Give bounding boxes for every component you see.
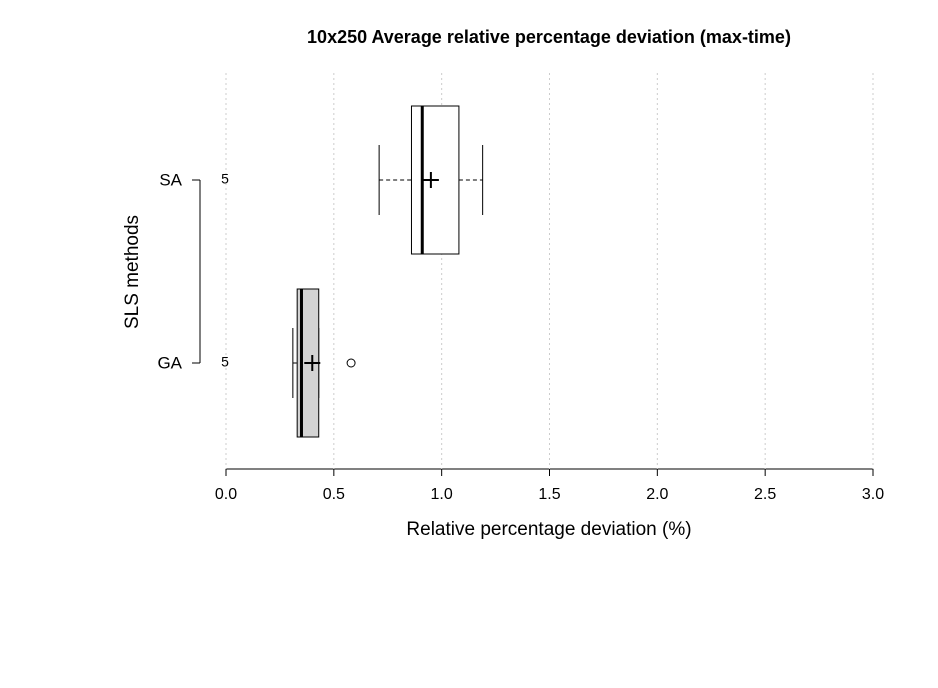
count-label: 5 — [221, 354, 229, 370]
count-label: 5 — [221, 171, 229, 187]
mean-marker — [304, 355, 321, 371]
chart-title: 10x250 Average relative percentage devia… — [307, 27, 791, 47]
x-tick-label: 1.0 — [431, 486, 453, 503]
y-tick-label: SA — [159, 170, 182, 189]
x-tick-label: 0.5 — [323, 486, 345, 503]
x-axis-label: Relative percentage deviation (%) — [406, 519, 691, 540]
x-tick-label: 2.0 — [646, 486, 668, 503]
y-axis-label: SLS methods — [122, 215, 143, 329]
x-tick-label: 0.0 — [215, 486, 237, 503]
y-tick-label: GA — [157, 353, 182, 372]
x-tick-label: 2.5 — [754, 486, 776, 503]
outlier — [346, 358, 356, 368]
x-tick-label: 1.5 — [538, 486, 560, 503]
x-tick-label: 3.0 — [862, 486, 884, 503]
mean-marker — [422, 172, 439, 188]
